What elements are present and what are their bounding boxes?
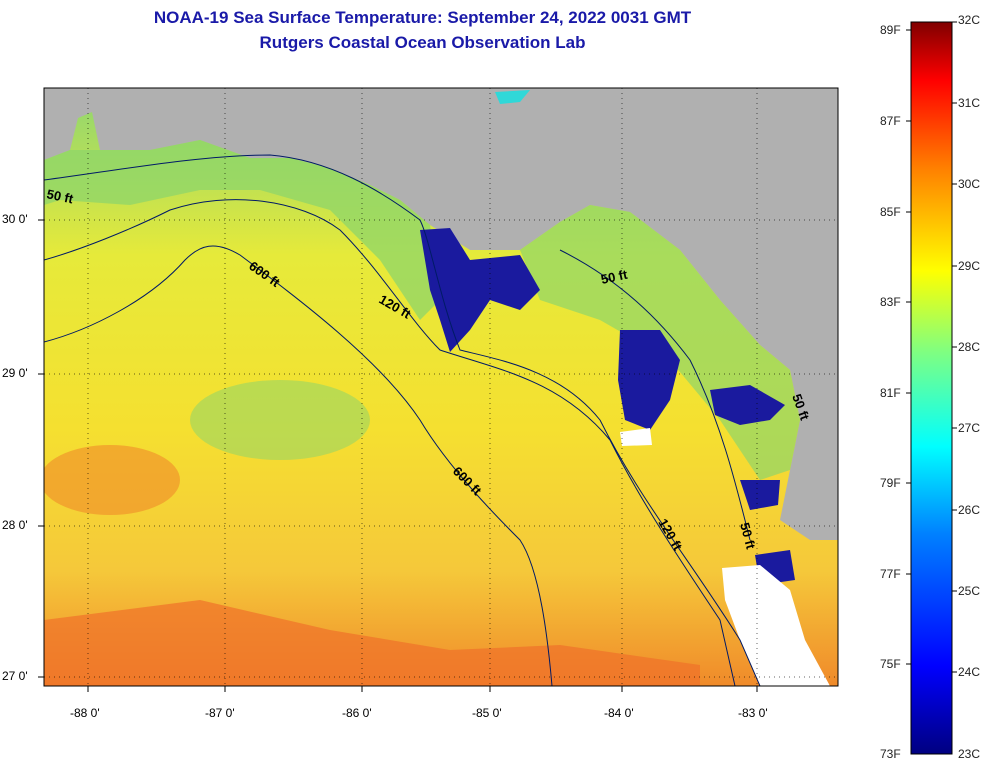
warm-band-south xyxy=(44,600,700,686)
cool-swirl xyxy=(190,380,370,460)
lat-label: 28 0' xyxy=(2,518,28,532)
colorbar-c-label: 29C xyxy=(958,259,981,273)
cold-patch-east2 xyxy=(710,385,785,425)
cold-patch-east xyxy=(618,330,680,430)
lat-label: 30 0' xyxy=(2,212,28,226)
colorbar-f-label: 75F xyxy=(880,657,901,671)
lat-label: 29 0' xyxy=(2,366,28,380)
colorbar-c-label: 24C xyxy=(958,665,981,679)
isobath-120ft xyxy=(44,199,736,686)
no-data-region xyxy=(722,565,830,686)
lon-label: -85 0' xyxy=(472,706,502,720)
lon-label: -88 0' xyxy=(70,706,100,720)
colorbar-f-label: 83F xyxy=(880,295,901,309)
cyan-inlet xyxy=(495,90,530,104)
lon-label: -87 0' xyxy=(205,706,235,720)
colorbar-c-label: 28C xyxy=(958,340,981,354)
colorbar-f-label: 89F xyxy=(880,23,901,37)
colorbar-f-label: 81F xyxy=(880,386,901,400)
coastal-band xyxy=(44,140,440,320)
cold-patch-east3 xyxy=(740,480,780,510)
colorbar-f-label: 73F xyxy=(880,747,901,761)
colorbar-f-label: 85F xyxy=(880,205,901,219)
colorbar-c-label: 31C xyxy=(958,96,981,110)
colorbar-c-label: 27C xyxy=(958,421,981,435)
isobath-label: 50 ft xyxy=(45,186,75,206)
isobath-label: 50 ft xyxy=(600,267,630,287)
title-line-2: Rutgers Coastal Ocean Observation Lab xyxy=(259,33,586,52)
map-frame xyxy=(43,87,839,687)
colorbar-c-label: 25C xyxy=(958,584,981,598)
lon-label: -86 0' xyxy=(342,706,372,720)
no-data-patch xyxy=(620,428,652,446)
colorbar xyxy=(910,21,953,755)
title-line-1: NOAA-19 Sea Surface Temperature: Septemb… xyxy=(153,8,692,27)
isobath-50ft xyxy=(44,154,761,686)
colorbar-c-label: 30C xyxy=(958,177,981,191)
isobath-50ft-east xyxy=(559,249,751,541)
colorbar-f-label: 79F xyxy=(880,476,901,490)
colorbar-f-label: 77F xyxy=(880,567,901,581)
isobath-600ft xyxy=(44,245,553,686)
isobath-label: 50 ft xyxy=(737,521,759,551)
warm-patch-west xyxy=(44,445,180,515)
lat-label: 27 0' xyxy=(2,669,28,683)
colorbar-c-label: 26C xyxy=(958,503,981,517)
colorbar-f-label: 87F xyxy=(880,114,901,128)
lon-label: -83 0' xyxy=(738,706,768,720)
colorbar-c-label: 32C xyxy=(958,13,981,27)
colorbar-c-label: 23C xyxy=(958,747,981,761)
lon-label: -84 0' xyxy=(604,706,634,720)
